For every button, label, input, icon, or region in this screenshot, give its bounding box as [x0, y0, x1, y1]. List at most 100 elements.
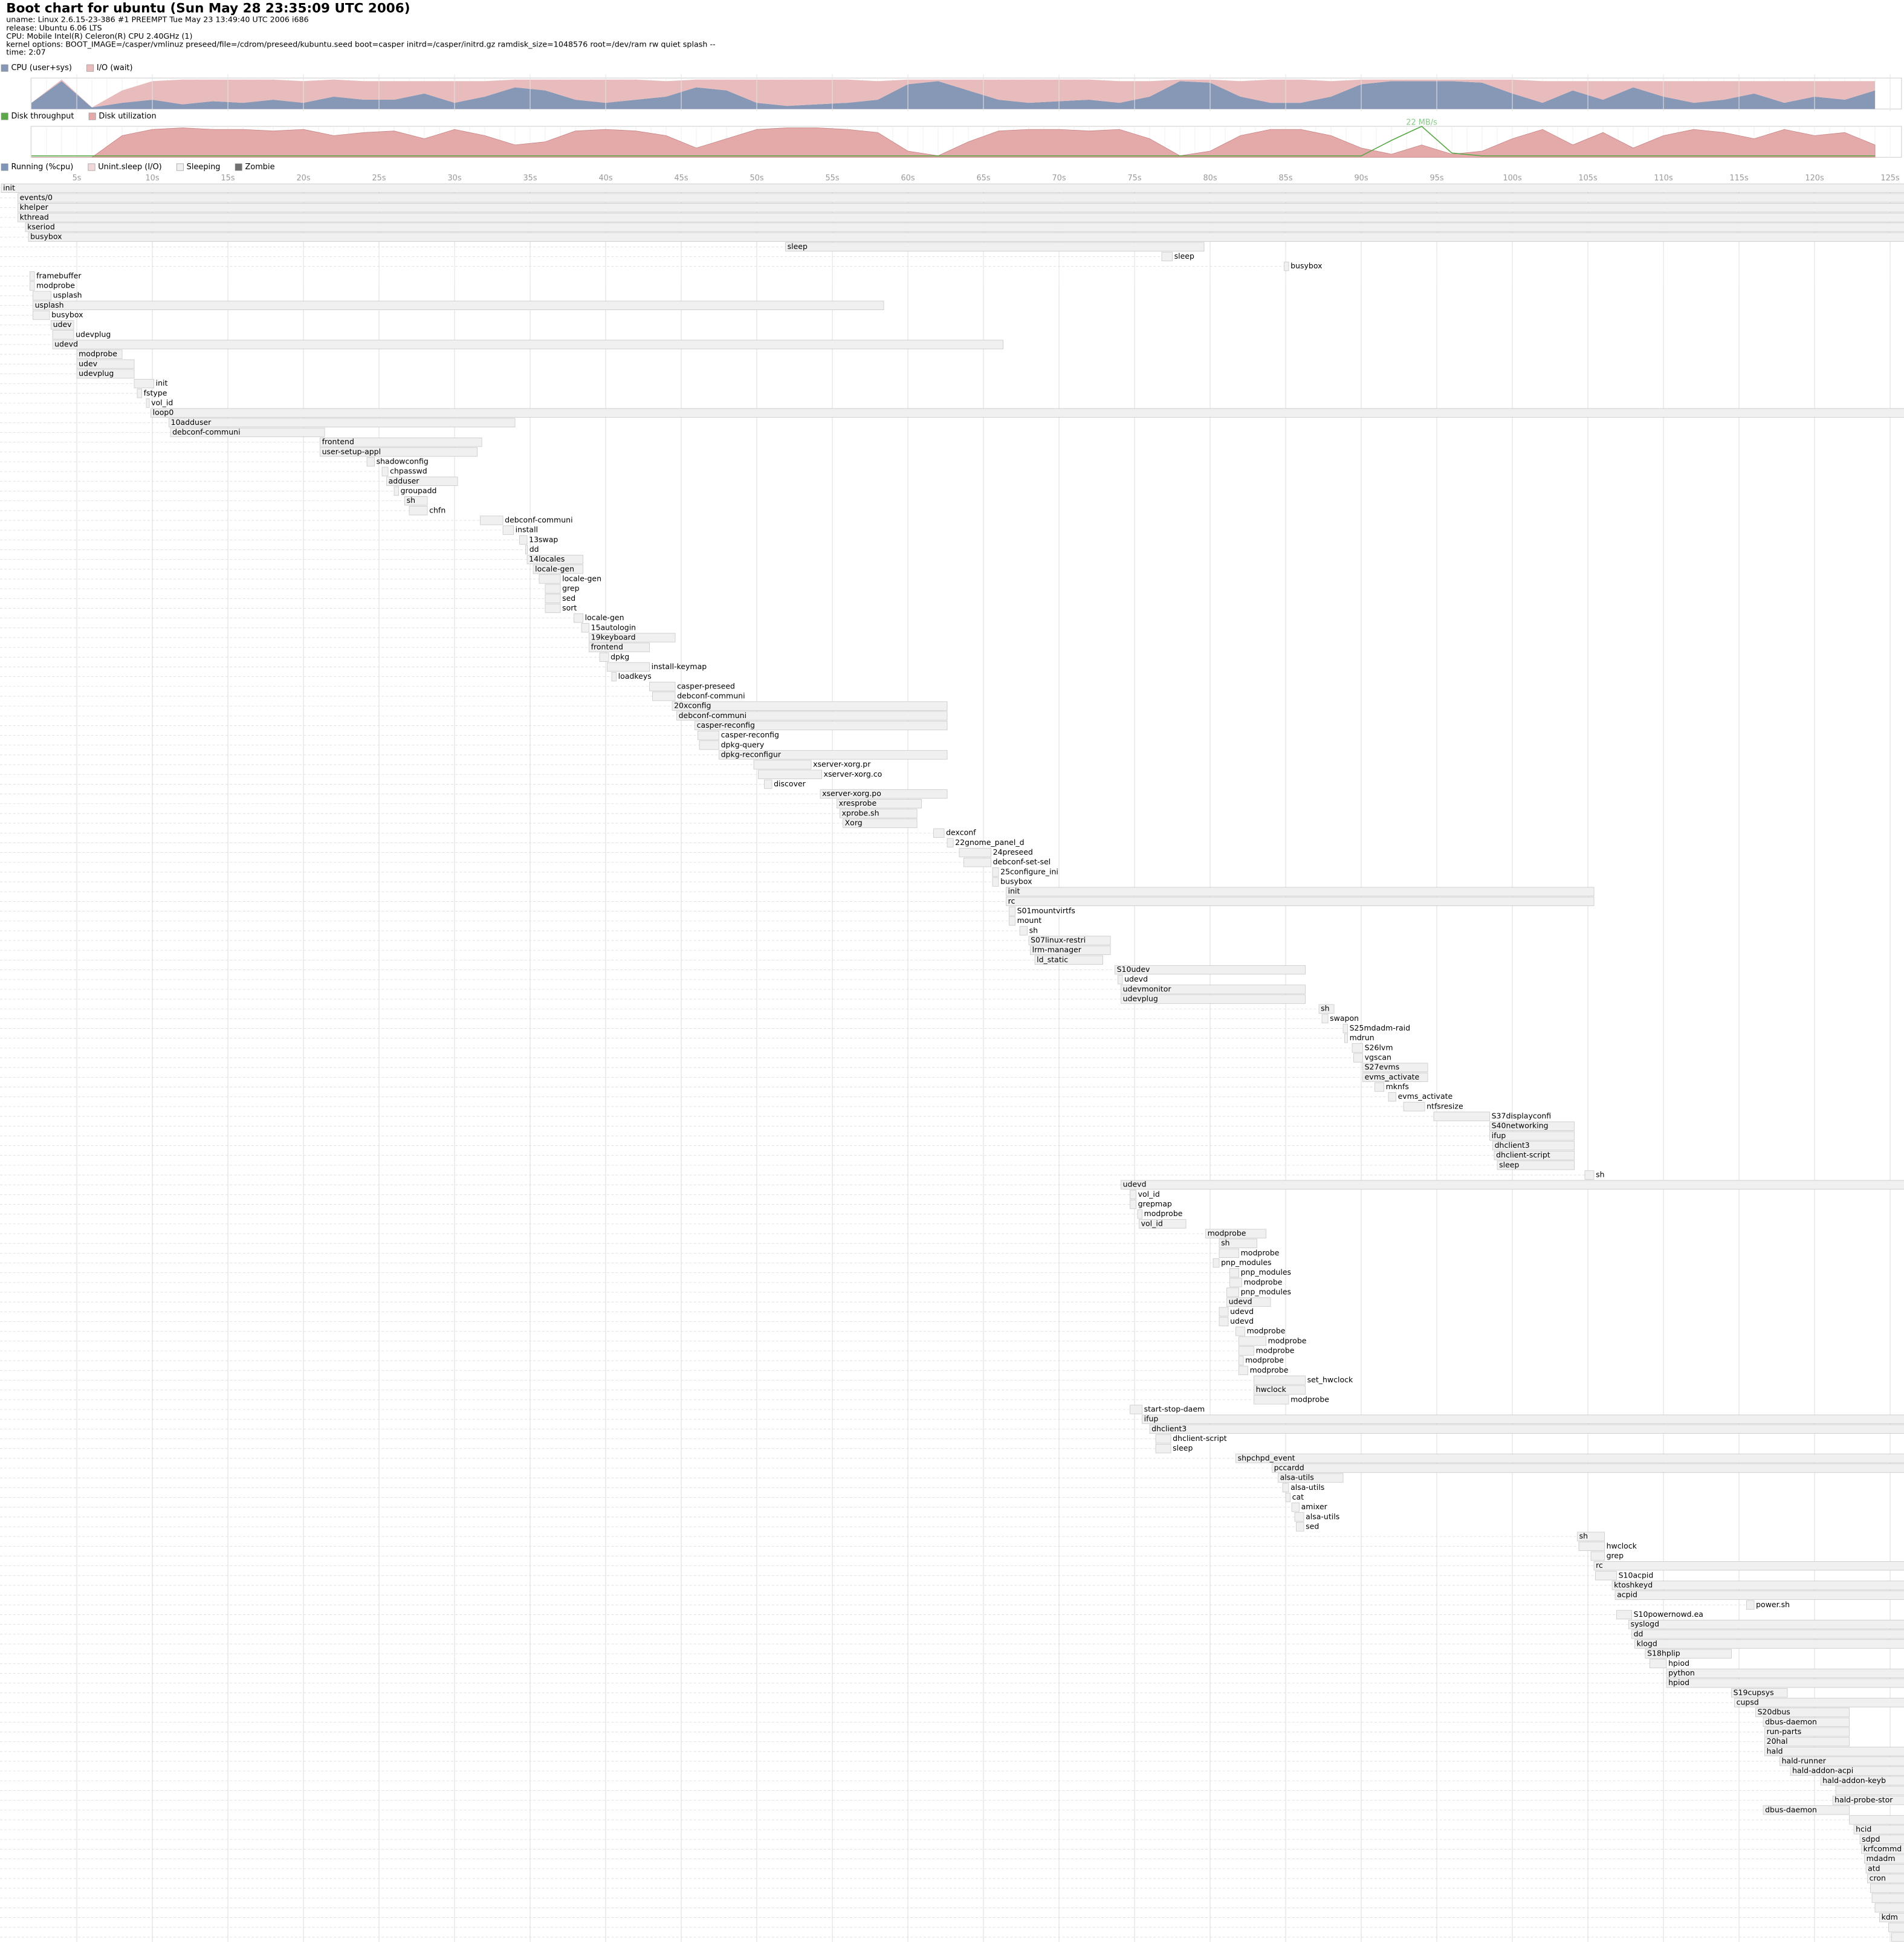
legend-label: Disk utilization — [99, 112, 156, 121]
process-bar — [1352, 1043, 1363, 1053]
process-bar — [764, 779, 772, 789]
process-bar — [170, 427, 325, 438]
process-bar — [1019, 926, 1028, 936]
process-name: S25mdadm-raid — [1350, 1023, 1410, 1032]
process-name: install — [516, 525, 538, 534]
process-bar — [1254, 1375, 1306, 1385]
process-bar — [1115, 965, 1306, 975]
process-bar — [1121, 1180, 1904, 1189]
process-name: pccardd — [1274, 1463, 1304, 1472]
process-bar — [1888, 1923, 1904, 1932]
process-name: dpkg-reconfigur — [721, 749, 782, 759]
throughput-line — [31, 126, 1876, 157]
process-name: hald-addon-acpi — [1792, 1766, 1853, 1775]
x-tick-label: 110s — [1654, 174, 1673, 183]
process-bar — [1239, 1365, 1248, 1376]
process-name: alsa-utils — [1280, 1473, 1314, 1482]
process-name: locale-gen — [562, 574, 601, 583]
process-name: cron — [1870, 1873, 1886, 1882]
process-bar — [1755, 1707, 1850, 1717]
process-bar — [1229, 1268, 1239, 1278]
process-name: acpid — [1617, 1590, 1637, 1599]
process-name: sort — [562, 603, 577, 612]
process-name: udevplug — [76, 329, 111, 338]
process-bar — [1284, 261, 1289, 271]
process-name: S01mountvirtfs — [1017, 906, 1075, 915]
process-name: hald-runner — [1782, 1756, 1827, 1765]
process-bar — [1779, 1756, 1904, 1766]
process-bar — [1388, 1092, 1396, 1102]
process-name: evms_activate — [1398, 1092, 1453, 1101]
process-name: dbus-daemon — [1765, 1805, 1817, 1814]
process-name: debconf-communi — [677, 691, 745, 700]
process-bar — [52, 330, 74, 340]
x-tick-label: 35s — [523, 174, 537, 183]
process-name: frontend — [322, 437, 354, 446]
process-name: ifup — [1492, 1131, 1506, 1140]
process-name: debconf-communi — [679, 711, 746, 720]
process-bar — [1849, 1815, 1904, 1825]
process-name: 20hal — [1767, 1736, 1788, 1746]
area — [31, 79, 1876, 108]
x-tick-label: 65s — [976, 174, 990, 183]
process-bar — [1235, 1327, 1245, 1336]
process-name: S10acpid — [1619, 1570, 1654, 1579]
title: Boot chart for ubuntu (Sun May 28 23:35:… — [6, 1, 410, 16]
process-bar — [1285, 1492, 1290, 1503]
process-name: sed — [1306, 1521, 1319, 1530]
process-name: kdm — [1882, 1912, 1898, 1921]
process-name: vgscan — [1365, 1053, 1391, 1062]
process-bar — [1577, 1532, 1605, 1541]
process-name: busybox — [51, 310, 83, 319]
process-name: mdadm — [1867, 1854, 1896, 1863]
process-name: modprobe — [1144, 1209, 1183, 1218]
x-tick-label: 80s — [1203, 174, 1217, 183]
process-bar — [545, 594, 561, 603]
process-name: hwclock — [1256, 1385, 1287, 1394]
process-name: S10powernowd.ea — [1634, 1610, 1703, 1619]
process-name: dd — [1634, 1629, 1643, 1638]
process-bar — [1870, 1883, 1904, 1893]
process-name: framebuffer — [36, 271, 82, 280]
process-bar — [33, 310, 50, 320]
process-bar — [1593, 1561, 1904, 1571]
process-name: S27evms — [1365, 1063, 1400, 1072]
process-bar — [1205, 1229, 1266, 1238]
legend-label: I/O (wait) — [97, 63, 133, 73]
process-bar — [320, 447, 478, 457]
process-bar — [1631, 1630, 1904, 1639]
process-name: modprobe — [1245, 1356, 1284, 1365]
process-name: mknfs — [1386, 1082, 1409, 1091]
process-bar — [52, 340, 1003, 349]
process-bar — [320, 437, 482, 447]
process-bar — [1611, 1581, 1904, 1590]
process-bar — [525, 545, 528, 555]
process-bar — [25, 222, 1904, 232]
info-line: CPU: Mobile Intel(R) Celeron(R) CPU 2.40… — [6, 31, 192, 40]
process-bar — [1764, 1736, 1850, 1747]
x-tick-label: 85s — [1278, 174, 1292, 183]
process-bar — [169, 418, 516, 427]
process-name: modprobe — [36, 281, 75, 290]
process-bar — [947, 838, 954, 848]
process-name: busybox — [30, 232, 62, 241]
process-name: grep — [562, 584, 579, 593]
legend-label: Sleeping — [187, 163, 221, 172]
process-bar — [1362, 1072, 1428, 1083]
process-bar — [1009, 906, 1015, 916]
process-bar — [33, 300, 884, 311]
x-tick-label: 15s — [221, 174, 235, 183]
process-bar — [1121, 985, 1306, 994]
process-bar — [1161, 251, 1173, 262]
process-bar — [1645, 1649, 1732, 1659]
process-name: modprobe — [1268, 1336, 1307, 1345]
info-line: time: 2:07 — [6, 48, 45, 57]
process-bar — [1853, 1825, 1904, 1834]
process-bar — [1155, 1434, 1171, 1444]
process-bar — [652, 691, 676, 701]
process-bar — [1874, 1903, 1904, 1913]
process-bar — [409, 506, 428, 516]
process-bar — [1137, 1209, 1142, 1219]
process-name: usplash — [53, 291, 82, 300]
